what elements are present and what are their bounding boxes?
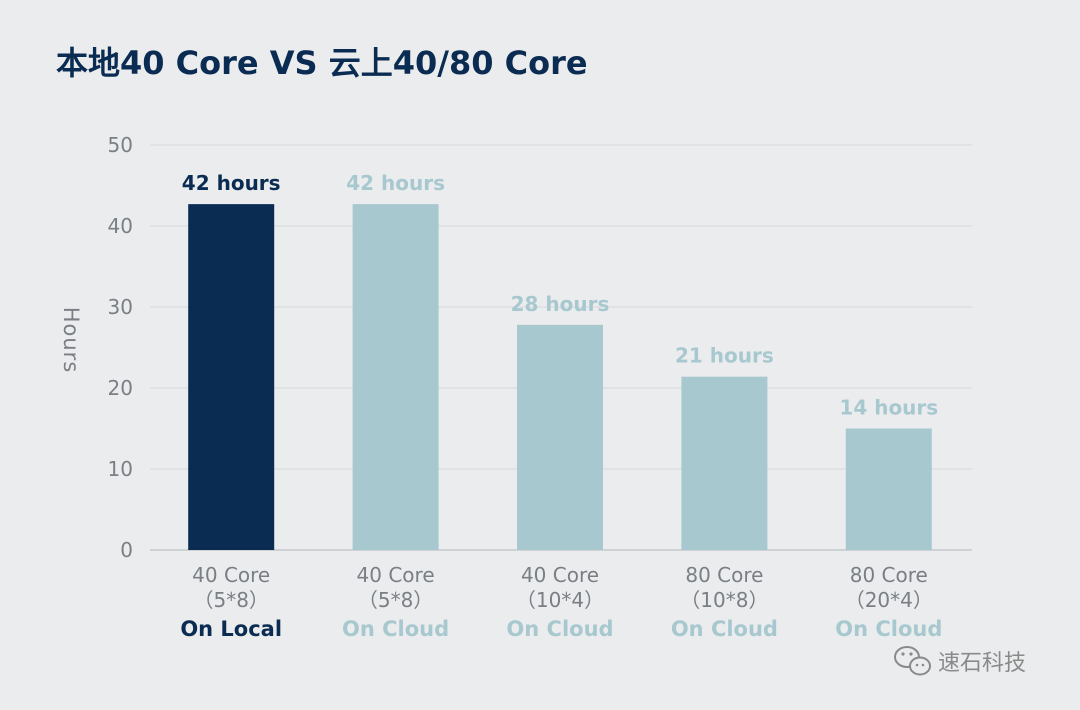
y-tick-label: 40 [108, 214, 133, 238]
wechat-icon [894, 646, 931, 676]
bar [352, 204, 439, 550]
category-location-label: On Local [180, 617, 282, 641]
bar [681, 376, 768, 550]
bar [845, 428, 932, 550]
y-axis-label: Hours [59, 307, 83, 374]
category-core-label: 80 Core [685, 563, 763, 587]
category-config-label: （20*4） [845, 588, 933, 612]
y-axis-ticks: 0 10 20 30 40 50 [108, 133, 133, 562]
watermark: 速石科技 [894, 646, 1026, 676]
category-config-label: （5*8） [358, 588, 433, 612]
category-location-label: On Cloud [506, 617, 613, 641]
bar [517, 324, 603, 550]
bar-value-label: 28 hours [511, 292, 610, 316]
category-location-label: On Cloud [342, 617, 449, 641]
category-config-label: （10*4） [516, 588, 604, 612]
category-core-label: 40 Core [192, 563, 270, 587]
bar-value-label: 42 hours [182, 171, 281, 195]
y-tick-label: 0 [120, 538, 133, 562]
bar-value-label: 21 hours [675, 344, 774, 368]
category-core-label: 40 Core [521, 563, 599, 587]
chart-title: 本地40 Core VS 云上40/80 Core [56, 44, 588, 82]
y-tick-label: 10 [108, 457, 133, 481]
bar [188, 204, 275, 550]
category-config-label: （10*8） [680, 588, 768, 612]
y-tick-label: 50 [108, 133, 133, 157]
category-config-label: （5*8） [193, 588, 268, 612]
bar-value-label: 14 hours [839, 396, 938, 420]
bars [188, 204, 932, 550]
watermark-text: 速石科技 [938, 651, 1026, 676]
value-labels: 42 hours 42 hours 28 hours 21 hours 14 hours [182, 171, 938, 419]
y-tick-label: 20 [108, 376, 133, 400]
category-core-label: 40 Core [357, 563, 435, 587]
category-core-label: 80 Core [850, 563, 928, 587]
category-location-label: On Cloud [671, 617, 778, 641]
y-tick-label: 30 [108, 295, 133, 319]
category-location-label: On Cloud [835, 617, 942, 641]
bar-value-label: 42 hours [346, 171, 445, 195]
